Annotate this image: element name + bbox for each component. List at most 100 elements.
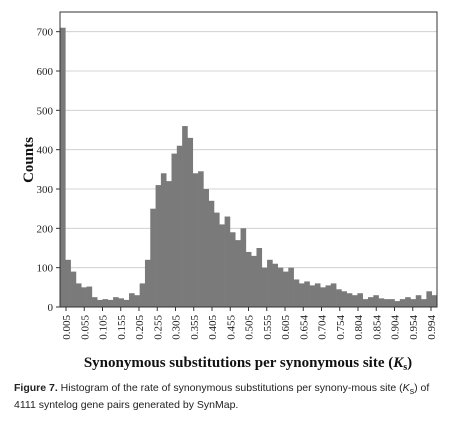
histogram-bar [65, 259, 71, 307]
histogram-bar [256, 248, 263, 307]
x-tick-label: 0.654 [298, 315, 310, 340]
histogram-bar [97, 299, 103, 307]
x-tick-label: 0.904 [390, 315, 402, 340]
histogram-bar [118, 298, 125, 307]
histogram-bar [113, 297, 119, 307]
histogram-bar [341, 291, 348, 307]
x-axis-title: Synonymous substitutions per synonymous … [84, 355, 412, 373]
x-tick-label: 0.055 [79, 315, 91, 340]
histogram-bar [272, 263, 278, 307]
histogram-bar [367, 297, 374, 307]
histogram-bar [229, 232, 236, 307]
histogram-bar [431, 295, 438, 307]
histogram-bar [426, 291, 432, 307]
histogram-bar [208, 200, 215, 307]
histogram-bar [336, 289, 342, 307]
histogram-bar [251, 255, 257, 307]
y-tick-label: 100 [37, 263, 54, 275]
histogram-bar [309, 285, 316, 307]
gridlines [60, 31, 437, 269]
histogram-bar [298, 283, 305, 307]
histogram-bar [261, 267, 268, 307]
histogram-bar [134, 295, 140, 307]
histogram-bar [75, 283, 82, 307]
histogram-bar [176, 145, 183, 307]
x-tick-label: 0.255 [152, 315, 164, 340]
x-tick-label: 0.954 [408, 315, 420, 340]
histogram-bar [314, 283, 321, 307]
histogram-bar [405, 297, 411, 307]
x-tick-label: 0.804 [353, 315, 365, 340]
histogram-bar [166, 181, 172, 307]
histogram-bar [399, 299, 406, 307]
y-tick-label: 700 [37, 27, 54, 39]
y-tick-label: 300 [37, 184, 54, 196]
y-tick-label: 200 [37, 223, 54, 235]
x-tick-label: 0.205 [134, 315, 146, 340]
histogram-bar [203, 189, 209, 307]
histogram-bar [123, 299, 130, 307]
histogram-bar [192, 173, 199, 307]
histogram-bar [389, 299, 395, 307]
figure-label: Figure 7. [14, 382, 58, 394]
x-tick-label: 0.105 [98, 315, 110, 340]
histogram-bar [357, 293, 363, 307]
histogram-bar [86, 286, 93, 307]
x-tick-label: 0.005 [61, 315, 73, 340]
histogram-bar [421, 299, 427, 307]
histogram-bar [144, 259, 151, 307]
histogram-bar [70, 271, 77, 307]
caption-text-before: Histogram of the rate of synonymous subs… [57, 382, 403, 394]
y-tick-label: 0 [48, 302, 54, 314]
histogram-bar [352, 295, 358, 307]
x-tick-label: 0.305 [171, 315, 183, 340]
x-tick-label: 0.505 [244, 315, 256, 340]
histogram-bar [245, 251, 252, 307]
histogram-bar [102, 299, 109, 307]
histogram-bar [81, 287, 87, 307]
histogram-bar [107, 299, 114, 307]
histogram-bar [150, 208, 156, 307]
histogram-bar [160, 173, 167, 307]
histogram-bar [277, 267, 284, 307]
histogram-bar [346, 293, 353, 307]
histogram-bar [198, 171, 204, 307]
bars [60, 27, 438, 307]
histogram-bar [129, 293, 135, 307]
x-tick-label: 0.355 [189, 315, 201, 340]
histogram-bar [224, 216, 231, 307]
histogram-bar [155, 185, 162, 307]
x-tick-label: 0.555 [262, 315, 274, 340]
histogram-bar [91, 297, 98, 307]
histogram-bar [304, 281, 310, 307]
histogram-bar [283, 271, 289, 307]
histogram-bar [362, 299, 369, 307]
histogram-bar [187, 137, 194, 307]
histogram-bar [394, 301, 401, 307]
x-tick-label: 0.754 [335, 315, 347, 340]
x-tick-label: 0.155 [116, 315, 128, 340]
caption-sub: s [409, 386, 415, 397]
histogram-bar [320, 287, 326, 307]
histogram-bar [293, 279, 300, 307]
histogram-bar [288, 267, 294, 307]
histogram-bar [240, 228, 247, 307]
caption-text-after: ) of 4111 syntelog gene pairs generated … [14, 382, 430, 412]
histogram-bar [325, 285, 332, 307]
histogram-bar [235, 240, 241, 307]
x-tick-label: 0.405 [207, 315, 219, 340]
histogram-bar [383, 299, 390, 307]
histogram-bar [410, 299, 417, 307]
y-axis-ticks: 0 100 200 300 400 500 600 700 [37, 27, 60, 314]
histogram-bar [330, 283, 337, 307]
histogram-bar [267, 259, 273, 307]
y-tick-label: 500 [37, 105, 54, 117]
histogram-bar [171, 153, 178, 307]
x-tick-label: 0.994 [426, 315, 438, 340]
histogram-bar [219, 224, 225, 307]
x-tick-label: 0.704 [317, 315, 329, 340]
histogram-bar [213, 212, 220, 307]
histogram-bar [60, 27, 66, 307]
